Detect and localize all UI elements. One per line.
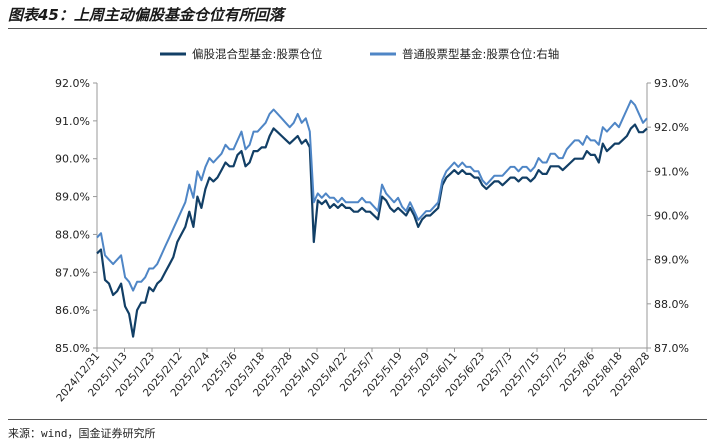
right-tick-label: 92.0% xyxy=(654,121,689,134)
figure-title: 图表45：上周主动偏股基金仓位有所回落 xyxy=(8,6,284,24)
right-tick-label: 93.0% xyxy=(654,77,689,90)
right-tick-label: 91.0% xyxy=(654,165,689,178)
source-rule xyxy=(8,419,707,420)
legend-label-2: 普通股票型基金:股票仓位:右轴 xyxy=(402,47,559,61)
line-chart: 偏股混合型基金:股票仓位 普通股票型基金:股票仓位:右轴 85.0% 86.0% 87… xyxy=(54,47,689,404)
source-note: 来源：wind，国金证券研究所 xyxy=(8,427,156,440)
left-tick-label: 85.0% xyxy=(55,342,90,355)
legend: 偏股混合型基金:股票仓位 普通股票型基金:股票仓位:右轴 xyxy=(160,47,559,61)
title-rule xyxy=(8,28,707,29)
legend-label-1: 偏股混合型基金:股票仓位 xyxy=(192,47,322,61)
right-tick-label: 90.0% xyxy=(654,210,689,223)
left-tick-label: 88.0% xyxy=(55,228,90,241)
axes: 85.0% 86.0% 87.0% 88.0% 89.0% 90.0% 91.0% 92.0%… xyxy=(54,77,689,404)
series-line-2 xyxy=(96,99,648,292)
series-lines xyxy=(96,99,648,338)
left-tick-label: 91.0% xyxy=(55,115,90,128)
right-tick-label: 89.0% xyxy=(654,254,689,267)
left-tick-label: 87.0% xyxy=(55,266,90,279)
left-tick-label: 89.0% xyxy=(55,191,90,204)
left-tick-label: 86.0% xyxy=(55,304,90,317)
series-line-1 xyxy=(96,123,648,338)
right-tick-label: 88.0% xyxy=(654,298,689,311)
left-tick-label: 90.0% xyxy=(55,153,90,166)
left-tick-label: 92.0% xyxy=(55,77,90,90)
right-tick-label: 87.0% xyxy=(654,342,689,355)
